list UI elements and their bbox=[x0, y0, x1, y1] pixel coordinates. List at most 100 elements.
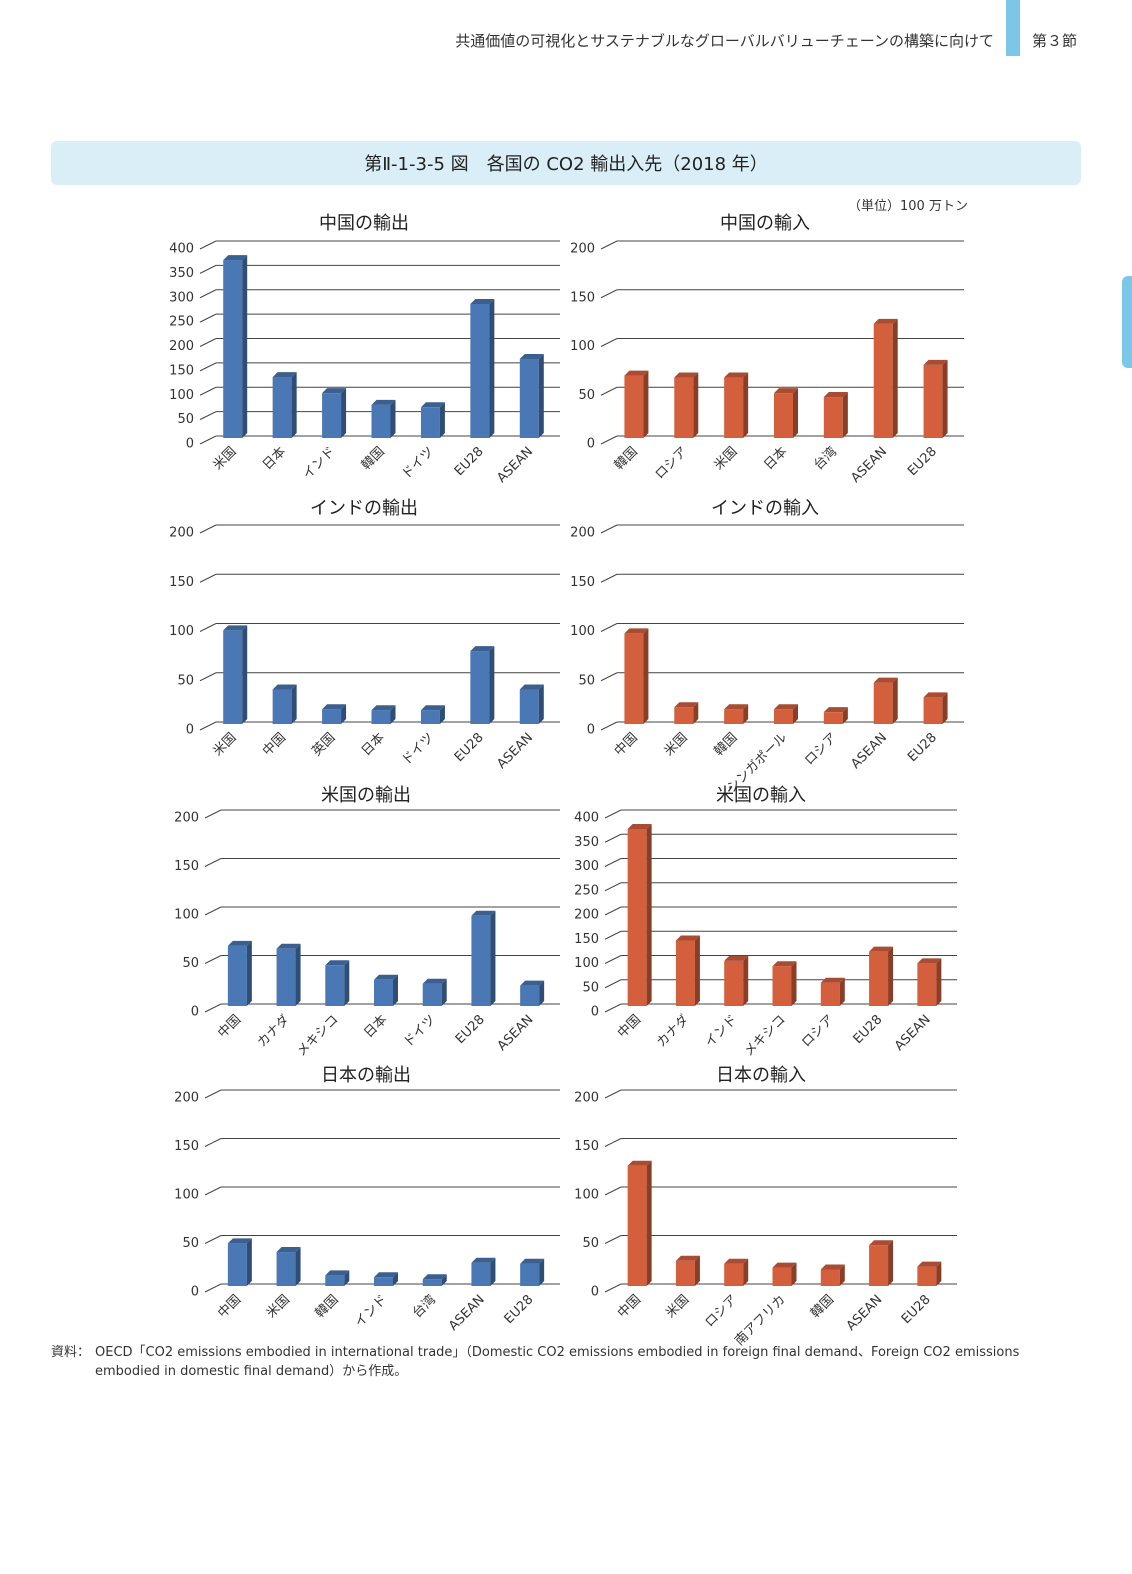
x-tick-label: 米国 bbox=[711, 444, 740, 473]
gridline-diag bbox=[600, 573, 618, 583]
bar-side bbox=[936, 1261, 942, 1286]
gridline-diag bbox=[199, 240, 217, 250]
bar-front bbox=[325, 1275, 345, 1286]
bar bbox=[823, 392, 848, 438]
bar-front bbox=[223, 260, 243, 438]
bar-front bbox=[272, 689, 292, 724]
bar-front bbox=[520, 985, 540, 1006]
bar-top bbox=[519, 354, 544, 360]
x-tick-label: 台湾 bbox=[810, 444, 840, 474]
bar-front bbox=[873, 682, 893, 724]
gridline-diag bbox=[204, 1003, 222, 1013]
bar bbox=[627, 823, 652, 1006]
bar-top bbox=[374, 1272, 398, 1278]
bar bbox=[471, 1257, 496, 1286]
bar-front bbox=[519, 359, 539, 438]
bar-front bbox=[470, 651, 490, 724]
x-tick-label: ASEAN bbox=[848, 444, 890, 486]
bar-top bbox=[917, 958, 942, 964]
bar-top bbox=[374, 974, 398, 980]
bar-side bbox=[643, 628, 649, 724]
bar bbox=[276, 943, 301, 1006]
bar-top bbox=[675, 1255, 700, 1261]
x-tick-label: ASEAN bbox=[495, 1012, 537, 1054]
bar-top bbox=[520, 1258, 545, 1264]
gridline-diag bbox=[199, 524, 217, 534]
bar bbox=[627, 1160, 652, 1286]
bar-side bbox=[839, 977, 845, 1006]
x-tick-label: EU28 bbox=[905, 730, 940, 765]
bar-front bbox=[674, 707, 694, 724]
bar bbox=[420, 402, 445, 438]
bar-top bbox=[422, 1274, 447, 1280]
bar bbox=[772, 961, 797, 1006]
bar-side bbox=[439, 402, 445, 438]
gridline-diag bbox=[604, 906, 622, 916]
x-tick-label: ASEAN bbox=[494, 730, 536, 772]
bar-front bbox=[374, 979, 393, 1006]
gridline-diag bbox=[604, 858, 622, 867]
y-tick-label: 50 bbox=[578, 388, 595, 403]
bar bbox=[519, 684, 544, 724]
bar-side bbox=[791, 1262, 797, 1286]
bar-side bbox=[291, 684, 297, 724]
x-tick-label: 韓国 bbox=[313, 1292, 342, 1321]
y-tick-label: 100 bbox=[574, 956, 599, 971]
bar-front bbox=[276, 1252, 296, 1286]
y-tick-label: 250 bbox=[169, 315, 194, 330]
bar-top bbox=[519, 684, 544, 690]
bar-front bbox=[624, 375, 644, 438]
chart-1: 中国の輸出 0 50 100 150 200 250 300 350 400 米国 日本 インド 韓国 ドイ… bbox=[169, 213, 560, 486]
bar bbox=[774, 388, 798, 438]
y-tick-label: 200 bbox=[574, 1091, 599, 1106]
bar-front bbox=[627, 1165, 647, 1286]
y-tick-label: 250 bbox=[574, 883, 599, 898]
x-tick-label: 中国 bbox=[612, 730, 641, 759]
chart-title: 日本の輸入 bbox=[716, 1065, 806, 1086]
bar bbox=[519, 354, 544, 438]
bar bbox=[227, 1238, 252, 1286]
x-tick-label: 南アフリカ bbox=[732, 1292, 789, 1349]
bar bbox=[420, 705, 445, 724]
y-tick-label: 200 bbox=[570, 526, 595, 541]
bar-side bbox=[341, 388, 347, 438]
bar-side bbox=[242, 625, 248, 724]
x-tick-label: 米国 bbox=[264, 1292, 293, 1321]
gridline-diag bbox=[204, 1138, 222, 1147]
x-tick-label: 米国 bbox=[662, 730, 691, 759]
gridline-diag bbox=[600, 672, 618, 682]
bar bbox=[820, 1264, 845, 1286]
header-accent-bar bbox=[1006, 0, 1020, 56]
bar-front bbox=[371, 710, 391, 724]
bar bbox=[724, 372, 749, 438]
bar-side bbox=[743, 955, 749, 1006]
x-tick-label: 中国 bbox=[615, 1012, 644, 1041]
bar-front bbox=[227, 1243, 247, 1286]
x-tick-label: 韓国 bbox=[359, 444, 388, 473]
bar-side bbox=[793, 704, 798, 724]
y-tick-label: 100 bbox=[570, 339, 595, 354]
bar-side bbox=[743, 372, 749, 438]
bar-side bbox=[291, 372, 297, 438]
bar bbox=[923, 692, 948, 724]
y-tick-label: 0 bbox=[191, 1285, 199, 1300]
x-tick-label: ASEAN bbox=[844, 1292, 886, 1334]
bar bbox=[674, 372, 699, 438]
bar-side bbox=[839, 1264, 845, 1286]
y-tick-label: 150 bbox=[169, 575, 194, 590]
source-label: 資料： bbox=[51, 1345, 91, 1360]
chart-title: 米国の輸出 bbox=[321, 785, 411, 806]
bar bbox=[223, 255, 248, 438]
x-tick-label: 米国 bbox=[663, 1292, 692, 1321]
bar-side bbox=[892, 318, 898, 438]
bar-front bbox=[724, 377, 744, 438]
figure-title: 第Ⅱ-1-3-5 図 各国の CO2 輸出入先（2018 年） bbox=[51, 141, 1081, 185]
bar bbox=[520, 980, 545, 1006]
bar-side bbox=[646, 1160, 652, 1286]
bar-side bbox=[694, 935, 700, 1006]
x-tick-label: 韓国 bbox=[612, 444, 641, 473]
y-tick-label: 200 bbox=[574, 908, 599, 923]
bar-front bbox=[923, 697, 943, 724]
x-tick-label: 台湾 bbox=[409, 1292, 439, 1322]
